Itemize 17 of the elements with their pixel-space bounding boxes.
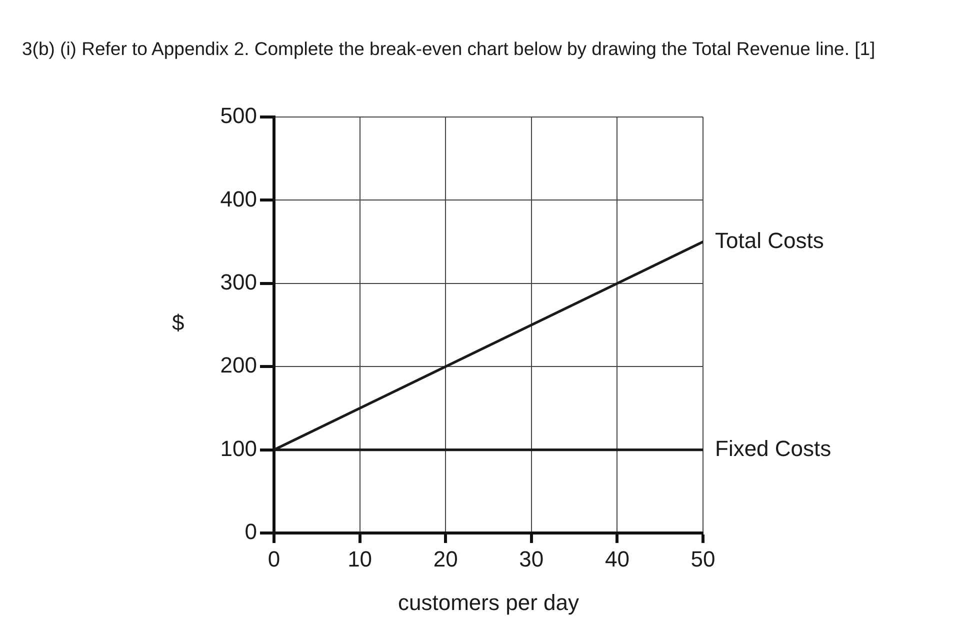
y-tick-label: 500 xyxy=(220,103,257,128)
x-axis-title: customers per day xyxy=(397,590,580,616)
x-tick-label: 10 xyxy=(348,546,372,572)
x-tick-label: 40 xyxy=(604,546,630,572)
x-tick-label: 50 xyxy=(690,546,716,572)
x-tick-label: 20 xyxy=(433,546,458,572)
y-tick-label: 0 xyxy=(244,519,257,544)
series-label: Total Costs xyxy=(715,228,824,253)
x-tick-label: 30 xyxy=(519,546,544,572)
y-tick-label: 200 xyxy=(220,352,257,378)
y-tick-label: 300 xyxy=(220,269,257,294)
series-label: Fixed Costs xyxy=(715,436,832,461)
y-axis-title: $ xyxy=(172,310,184,336)
y-tick-label: 400 xyxy=(220,186,257,212)
x-tick-label: 0 xyxy=(268,546,280,572)
chart-title: 3(b) (i) Refer to Appendix 2. Complete the break-even chart below by drawing the Total Revenue line. [1] xyxy=(22,38,876,60)
y-tick-label: 100 xyxy=(220,436,257,461)
